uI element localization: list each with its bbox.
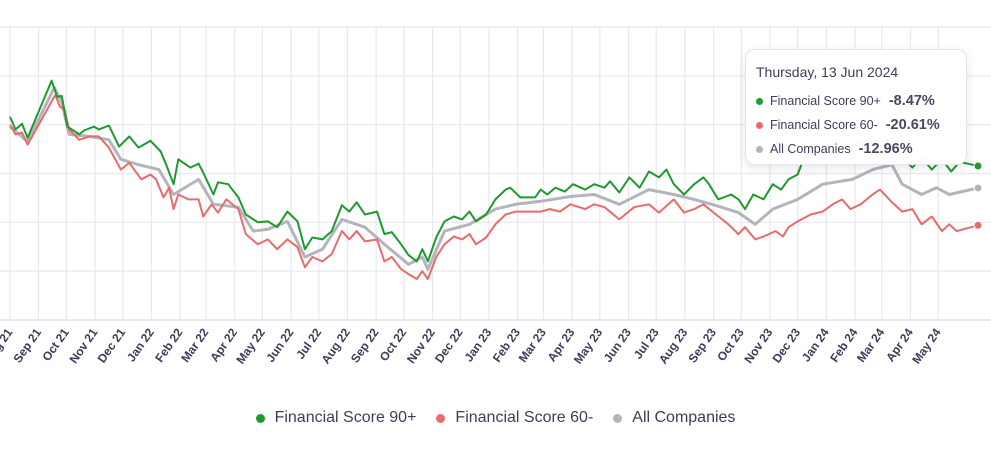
tooltip-value: -20.61% (885, 117, 940, 133)
tooltip-label: All Companies (770, 142, 851, 156)
x-tick-label: Jan 23 (461, 325, 494, 364)
x-tick-label: Jan 24 (799, 325, 832, 364)
legend-item-score-90[interactable]: Financial Score 90+ (255, 409, 417, 427)
x-tick-label: Dec 23 (770, 325, 804, 365)
x-tick-label: Aug 22 (318, 325, 353, 366)
legend-dot-icon (255, 413, 265, 423)
x-tick-label: Jun 23 (601, 325, 634, 364)
x-tick-label: May 23 (571, 325, 606, 366)
series-line-financial-score-90- (9, 79, 979, 263)
legend-dot-icon (436, 413, 446, 423)
hover-point-marker (973, 161, 983, 171)
tooltip-row-score-90: Financial Score 90+ -8.47% (756, 89, 966, 113)
x-tick-label: Mar 23 (516, 325, 549, 364)
tooltip-label: Financial Score 60- (770, 118, 878, 132)
tooltip-value: -8.47% (888, 93, 935, 109)
x-tick-label: Sep 21 (10, 325, 44, 365)
x-tick-label: May 22 (233, 325, 268, 366)
x-tick-label: Mar 22 (178, 325, 211, 364)
hover-point-marker (973, 183, 983, 193)
x-tick-label: Sep 22 (348, 325, 382, 365)
x-tick-label: Dec 21 (95, 325, 129, 365)
grid (0, 26, 991, 321)
legend-label: All Companies (632, 409, 736, 426)
tooltip-label: Financial Score 90+ (770, 94, 881, 108)
x-tick-label: Nov 21 (66, 325, 100, 366)
tooltip-date: Thursday, 13 Jun 2024 (756, 64, 899, 80)
legend-label: Financial Score 90+ (274, 409, 417, 426)
tooltip: Thursday, 13 Jun 2024 Financial Score 90… (745, 49, 967, 165)
tooltip-value: -12.96% (858, 141, 913, 157)
x-tick-label: Aug 23 (656, 325, 691, 366)
tooltip-row-all-companies: All Companies -12.96% (756, 137, 966, 161)
x-tick-label: Mar 24 (854, 325, 887, 364)
x-tick-label: Sep 23 (685, 325, 719, 365)
series-dot-icon (756, 145, 763, 153)
hover-point-marker (973, 220, 983, 230)
series-line-financial-score-60- (9, 93, 979, 280)
tooltip-row-score-60: Financial Score 60- -20.61% (756, 113, 966, 137)
x-tick-label: Dec 22 (432, 325, 466, 365)
series-dot-icon (756, 121, 763, 129)
series-lines (9, 79, 983, 280)
series-line-all-companies (9, 86, 979, 271)
legend-dot-icon (613, 413, 623, 423)
x-tick-label: Nov 22 (404, 325, 438, 366)
x-tick-label: May 24 (909, 325, 944, 366)
legend-item-score-60[interactable]: Financial Score 60- (436, 409, 593, 427)
x-tick-label: Jun 22 (263, 325, 296, 364)
x-tick-label: Nov 23 (741, 325, 775, 366)
x-tick-label: Jan 22 (124, 325, 157, 364)
legend: Financial Score 90+ Financial Score 60- … (0, 409, 991, 427)
series-dot-icon (756, 97, 763, 105)
legend-label: Financial Score 60- (455, 409, 594, 426)
legend-item-all-companies[interactable]: All Companies (613, 409, 735, 427)
